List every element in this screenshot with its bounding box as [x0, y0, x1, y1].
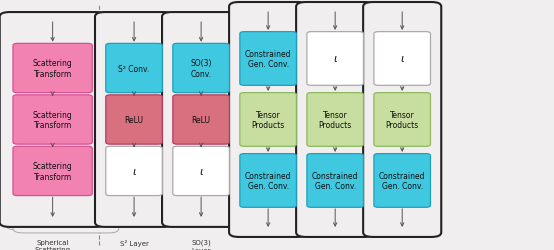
FancyBboxPatch shape — [13, 147, 93, 196]
Text: Tensor
Products: Tensor Products — [319, 110, 352, 130]
Text: Scattering
Transform: Scattering Transform — [33, 59, 73, 78]
FancyBboxPatch shape — [173, 96, 229, 144]
FancyBboxPatch shape — [374, 32, 430, 86]
Text: S² Conv.: S² Conv. — [119, 64, 150, 73]
FancyBboxPatch shape — [240, 154, 296, 208]
FancyBboxPatch shape — [13, 96, 93, 144]
FancyBboxPatch shape — [7, 16, 112, 230]
Text: ι: ι — [334, 54, 337, 64]
FancyBboxPatch shape — [307, 32, 363, 86]
FancyBboxPatch shape — [95, 13, 173, 227]
FancyBboxPatch shape — [240, 32, 296, 86]
FancyBboxPatch shape — [173, 147, 229, 196]
FancyBboxPatch shape — [106, 44, 162, 93]
Text: ι: ι — [132, 166, 136, 176]
Text: ReLU: ReLU — [125, 116, 143, 124]
FancyBboxPatch shape — [307, 93, 363, 147]
FancyBboxPatch shape — [106, 96, 162, 144]
Text: Constrained
Gen. Conv.: Constrained Gen. Conv. — [245, 171, 291, 190]
FancyBboxPatch shape — [307, 154, 363, 208]
Text: Spherical
Scattering
Network: Spherical Scattering Network — [35, 239, 70, 250]
FancyBboxPatch shape — [374, 93, 430, 147]
FancyBboxPatch shape — [0, 13, 106, 227]
Text: ι: ι — [401, 54, 404, 64]
Text: SO(3)
Layer: SO(3) Layer — [191, 239, 211, 250]
FancyBboxPatch shape — [106, 147, 162, 196]
Text: ι: ι — [199, 166, 203, 176]
Text: Efficient
Gen. Layer: Efficient Gen. Layer — [316, 249, 354, 250]
Text: S² Layer: S² Layer — [120, 239, 148, 246]
Text: SO(3)
Conv.: SO(3) Conv. — [191, 59, 212, 78]
Text: Constrained
Gen. Conv.: Constrained Gen. Conv. — [312, 171, 358, 190]
FancyBboxPatch shape — [13, 44, 93, 93]
Text: ReLU: ReLU — [192, 116, 211, 124]
FancyBboxPatch shape — [374, 154, 430, 208]
Text: Tensor
Products: Tensor Products — [252, 110, 285, 130]
FancyBboxPatch shape — [162, 13, 240, 227]
FancyBboxPatch shape — [296, 3, 375, 237]
Text: Scattering
Transform: Scattering Transform — [33, 110, 73, 130]
Text: Constrained
Gen. Conv.: Constrained Gen. Conv. — [245, 50, 291, 69]
Text: Tensor
Products: Tensor Products — [386, 110, 419, 130]
FancyBboxPatch shape — [13, 19, 119, 233]
FancyBboxPatch shape — [173, 44, 229, 93]
Text: Efficient
Gen. Layer: Efficient Gen. Layer — [249, 249, 287, 250]
FancyBboxPatch shape — [240, 93, 296, 147]
FancyBboxPatch shape — [229, 3, 307, 237]
Text: Constrained
Gen. Conv.: Constrained Gen. Conv. — [379, 171, 425, 190]
Text: Efficient
Gen. Layer: Efficient Gen. Layer — [383, 249, 421, 250]
FancyBboxPatch shape — [363, 3, 441, 237]
Text: Scattering
Transform: Scattering Transform — [33, 162, 73, 181]
